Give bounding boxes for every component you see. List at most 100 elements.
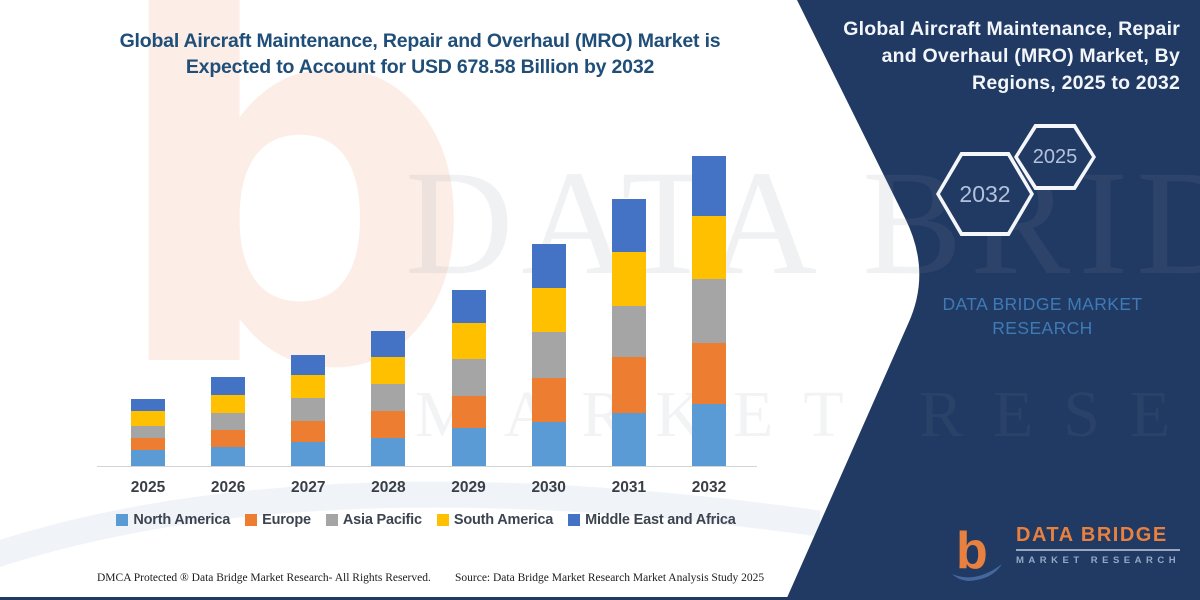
watermark-b-logo: b	[105, 0, 478, 483]
stacked-bar-2028	[371, 331, 406, 466]
legend-label-asia-pacific: Asia Pacific	[342, 512, 422, 528]
legend-item-south-america: South America	[436, 512, 554, 528]
bar-segment-north-america	[691, 404, 726, 466]
bar-segment-north-america	[211, 446, 246, 466]
bar-segment-north-america	[531, 422, 566, 466]
logo-text: DATA BRIDGE MARKET RESEARCH	[1016, 524, 1181, 566]
x-axis-label-2025: 2025	[130, 479, 166, 496]
watermark-swoosh	[0, 481, 820, 568]
bar-segment-asia-pacific	[531, 332, 566, 379]
bar-segment-south-america	[291, 375, 326, 399]
legend-swatch-europe	[245, 514, 258, 526]
bar-segment-middle-east-and-africa	[691, 156, 726, 217]
bar-segment-asia-pacific	[691, 279, 726, 344]
panel-brand-text: DATA BRIDGE MARKET RESEARCH	[925, 292, 1160, 340]
bar-segment-middle-east-and-africa	[211, 377, 246, 396]
chart-title-line1: Global Aircraft Maintenance, Repair and …	[119, 30, 721, 52]
bar-segment-south-america	[611, 251, 646, 306]
bar-segment-asia-pacific	[291, 398, 326, 421]
footer-source-text: Source: Data Bridge Market Research Mark…	[455, 572, 765, 584]
chart-title-line2: Expected to Account for USD 678.58 Billi…	[185, 56, 655, 78]
bar-segment-north-america	[611, 413, 646, 466]
hexagon-badge-2025: 2025	[1014, 124, 1096, 190]
bar-segment-europe	[611, 356, 646, 413]
bottom-border	[0, 597, 1200, 600]
legend-item-middle-east-and-africa: Middle East and Africa	[568, 512, 736, 528]
legend-item-europe: Europe	[245, 512, 311, 528]
legend-swatch-asia-pacific	[325, 514, 338, 526]
legend-label-europe: Europe	[262, 512, 311, 528]
footer-dmca-text: DMCA Protected ® Data Bridge Market Rese…	[97, 572, 431, 584]
bar-segment-europe	[371, 411, 406, 439]
bar-segment-north-america	[371, 438, 406, 466]
bar-segment-south-america	[451, 323, 486, 360]
x-axis-label-2031: 2031	[611, 479, 647, 496]
legend-swatch-north-america	[116, 514, 129, 526]
stacked-bar-2032	[691, 156, 726, 466]
legend-item-north-america: North America	[116, 512, 230, 528]
bar-segment-south-america	[371, 357, 406, 385]
x-axis-label-2027: 2027	[291, 479, 326, 496]
panel-brand-line1: DATA BRIDGE MARKET	[942, 294, 1143, 314]
svg-text:b: b	[956, 524, 988, 580]
panel-title-line3: Regions, 2025 to 2032	[972, 72, 1180, 94]
panel-title-line2: and Overhaul (MRO) Market, By	[881, 45, 1180, 67]
bar-segment-europe	[531, 378, 566, 423]
logo-wordmark: DATA BRIDGE	[1016, 524, 1181, 551]
x-axis-label-2030: 2030	[531, 479, 566, 496]
x-axis-label-2026: 2026	[210, 479, 246, 496]
legend-swatch-middle-east-and-africa	[568, 514, 581, 526]
bar-segment-europe	[451, 396, 486, 429]
legend-item-asia-pacific: Asia Pacific	[325, 512, 422, 528]
bar-segment-asia-pacific	[611, 305, 646, 357]
bar-segment-europe	[691, 343, 726, 404]
panel-brand-line2: RESEARCH	[992, 318, 1093, 338]
logo-subtitle: MARKET RESEARCH	[1016, 555, 1181, 566]
legend-label-north-america: North America	[133, 512, 231, 528]
legend-swatch-south-america	[436, 514, 449, 526]
hexagon-year-label: 2025	[1018, 128, 1092, 186]
bar-segment-middle-east-and-africa	[451, 290, 486, 324]
bar-segment-asia-pacific	[131, 426, 165, 439]
bar-segment-middle-east-and-africa	[531, 244, 566, 289]
bar-segment-europe	[211, 429, 246, 447]
stacked-bar-2026	[211, 377, 246, 466]
bar-segment-middle-east-and-africa	[611, 198, 646, 252]
stacked-bar-2029	[451, 290, 486, 466]
bar-segment-south-america	[531, 288, 566, 333]
bar-segment-asia-pacific	[451, 359, 486, 397]
chart-legend: North America Europe Asia Pacific South Ame…	[56, 512, 796, 528]
bar-segment-middle-east-and-africa	[131, 399, 165, 412]
x-axis-label-2028: 2028	[371, 479, 406, 496]
stacked-bar-2030	[531, 244, 566, 466]
bar-segment-middle-east-and-africa	[291, 355, 326, 376]
legend-label-middle-east-and-africa: Middle East and Africa	[585, 512, 736, 528]
stacked-bar-2031	[611, 198, 646, 466]
legend-label-south-america: South America	[453, 512, 554, 528]
x-axis-label-2032: 2032	[691, 479, 727, 496]
bar-segment-middle-east-and-africa	[371, 331, 406, 358]
bar-segment-south-america	[131, 411, 165, 427]
stacked-bar-2027	[291, 355, 326, 466]
bar-segment-north-america	[131, 450, 165, 466]
data-bridge-logo: b DATA BRIDGE MARKET RESEARCH	[950, 524, 1181, 582]
stacked-bar-2025	[131, 399, 165, 466]
bar-segment-north-america	[291, 441, 326, 466]
bar-segment-north-america	[451, 428, 486, 466]
bar-segment-asia-pacific	[211, 413, 246, 430]
hexagon-year-label: 2032	[940, 156, 1030, 232]
x-axis-line	[97, 466, 757, 467]
bar-segment-europe	[131, 438, 165, 450]
data-bridge-logo-icon: b	[952, 524, 1002, 581]
panel-title-line1: Global Aircraft Maintenance, Repair	[843, 18, 1180, 40]
bar-segment-south-america	[211, 395, 246, 414]
hexagon-badge-2032: 2032	[936, 152, 1034, 236]
panel-title: Global Aircraft Maintenance, Repair and …	[810, 16, 1180, 97]
chart-title: Global Aircraft Maintenance, Repair and …	[40, 28, 800, 80]
bar-segment-asia-pacific	[371, 384, 406, 412]
x-axis-label-2029: 2029	[451, 479, 486, 496]
bar-segment-europe	[291, 420, 326, 442]
bar-segment-south-america	[691, 216, 726, 280]
